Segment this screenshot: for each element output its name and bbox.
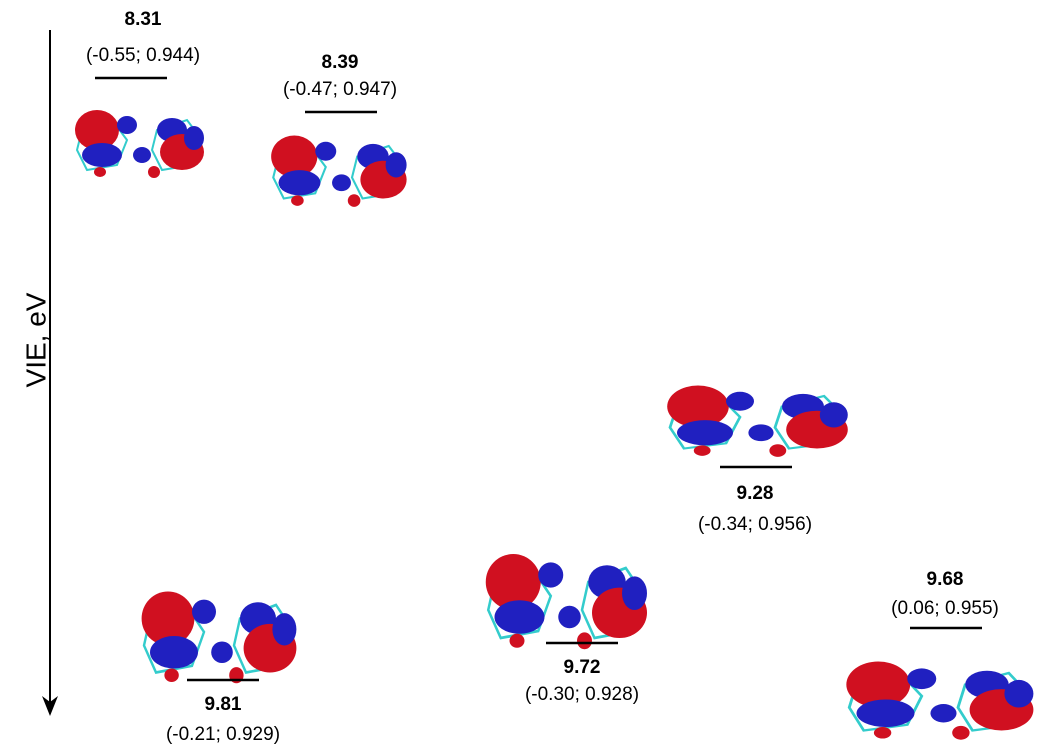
detail: (-0.21; 0.929): [166, 724, 280, 745]
axis-label: VIE, eV: [20, 292, 51, 387]
detail: (-0.34; 0.956): [698, 514, 812, 535]
orbital: [667, 386, 848, 457]
orbital: [486, 554, 647, 649]
orbital: [142, 592, 297, 684]
energy: 9.81: [205, 694, 242, 715]
energy: 8.31: [125, 9, 162, 30]
detail: (-0.55; 0.944): [86, 45, 200, 66]
energy: 8.39: [322, 52, 359, 73]
detail: (-0.47; 0.947): [283, 79, 397, 100]
orbital: [271, 136, 406, 207]
energy: 9.68: [927, 569, 964, 590]
energy: 9.72: [564, 657, 601, 678]
detail: (-0.30; 0.928): [525, 684, 639, 705]
orbital: [75, 110, 204, 178]
orbital: [846, 662, 1033, 740]
diagram: VIE, eV 8.31 (-0.55; 0.944) 8.39 (-0.47;…: [0, 0, 1043, 747]
energy: 9.28: [737, 483, 774, 504]
detail: (0.06; 0.955): [891, 598, 999, 619]
